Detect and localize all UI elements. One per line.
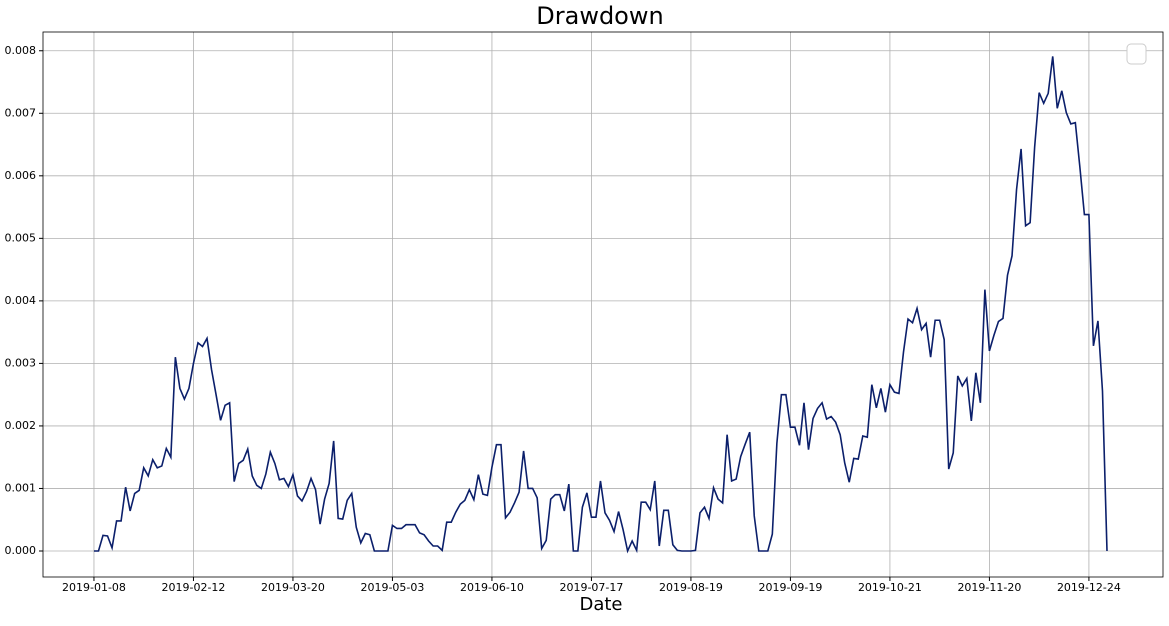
x-tick-label: 2019-08-19 xyxy=(659,581,723,594)
y-tick-label: 0.000 xyxy=(5,544,37,557)
x-tick-label: 2019-12-24 xyxy=(1057,581,1121,594)
x-tick-label: 2019-06-10 xyxy=(460,581,524,594)
x-tick-label: 2019-10-21 xyxy=(858,581,922,594)
x-tick-label: 2019-09-19 xyxy=(758,581,822,594)
x-tick-label: 2019-01-08 xyxy=(62,581,126,594)
x-tick-label: 2019-03-20 xyxy=(261,581,325,594)
y-tick-label: 0.008 xyxy=(5,44,37,57)
x-tick-label: 2019-05-03 xyxy=(360,581,424,594)
y-tick-label: 0.004 xyxy=(5,294,37,307)
x-tick-label: 2019-07-17 xyxy=(559,581,623,594)
x-tick-label: 2019-02-12 xyxy=(161,581,225,594)
x-tick-label: 2019-11-20 xyxy=(957,581,1021,594)
y-tick-label: 0.007 xyxy=(5,106,37,119)
x-axis-label: Date xyxy=(579,594,622,615)
y-tick-label: 0.005 xyxy=(5,231,37,244)
data-line xyxy=(93,56,1108,554)
y-tick-label: 0.003 xyxy=(5,356,37,369)
y-tick-label: 0.002 xyxy=(5,419,37,432)
plot-frame xyxy=(42,31,1164,578)
y-tick-label: 0.006 xyxy=(5,169,37,182)
chart-title: Drawdown xyxy=(536,2,663,30)
y-tick-label: 0.001 xyxy=(5,481,37,494)
legend-box xyxy=(1126,43,1147,65)
